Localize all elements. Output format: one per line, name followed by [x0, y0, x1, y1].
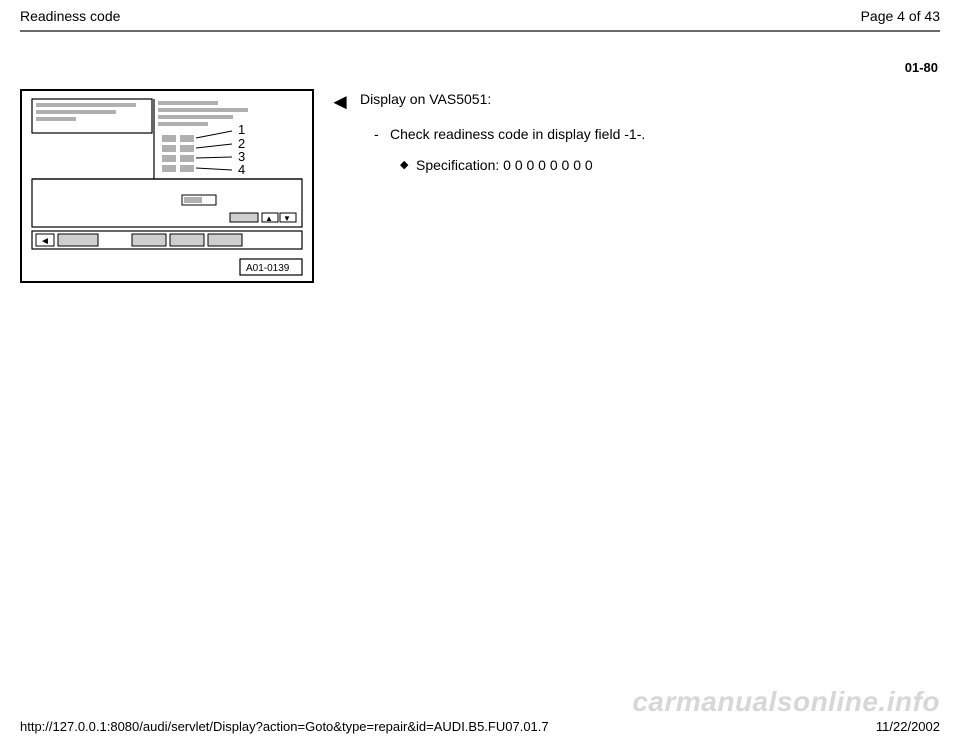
vas5051-diagram: 1 2 3 4 ▲ ▼ ◄: [20, 89, 314, 283]
watermark: carmanualsonline.info: [632, 686, 940, 718]
spec-text: Specification: 0 0 0 0 0 0 0 0: [416, 155, 593, 176]
header-title: Readiness code: [20, 8, 120, 24]
instruction-text: Display on VAS5051: - Check readiness co…: [360, 85, 940, 176]
svg-text:▼: ▼: [283, 214, 291, 223]
step-dash: -: [374, 124, 390, 145]
header-page: Page 4 of 43: [861, 8, 940, 24]
step-text: Check readiness code in display field -1…: [390, 124, 645, 145]
diagram-column: 1 2 3 4 ▲ ▼ ◄: [20, 85, 320, 288]
spec-line: ◆ Specification: 0 0 0 0 0 0 0 0: [360, 155, 940, 176]
page-footer: http://127.0.0.1:8080/audi/servlet/Displ…: [20, 719, 940, 734]
svg-text:◄: ◄: [40, 236, 50, 247]
callout-4: 4: [238, 162, 245, 177]
content-row: 1 2 3 4 ▲ ▼ ◄: [0, 85, 960, 288]
footer-date: 11/22/2002: [876, 719, 940, 734]
step-line: - Check readiness code in display field …: [360, 124, 940, 145]
section-number: 01-80: [0, 32, 960, 85]
diagram-code-label: A01-0139: [246, 263, 290, 274]
display-heading: Display on VAS5051:: [360, 89, 940, 110]
page-header: Readiness code Page 4 of 43: [0, 0, 960, 30]
footer-url: http://127.0.0.1:8080/audi/servlet/Displ…: [20, 719, 549, 734]
callout-1: 1: [238, 122, 245, 137]
pointer-arrow-icon: ◄: [320, 85, 360, 115]
svg-text:▲: ▲: [265, 214, 273, 223]
spec-bullet-icon: ◆: [400, 155, 416, 176]
